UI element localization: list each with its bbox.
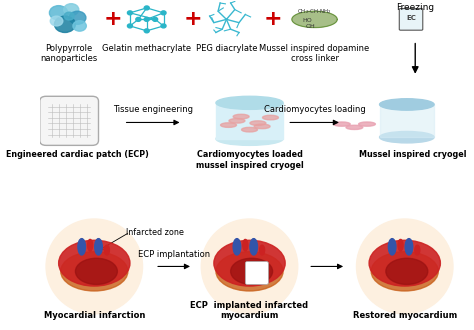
Ellipse shape [233, 114, 249, 119]
Polygon shape [292, 11, 337, 28]
Ellipse shape [359, 122, 375, 126]
FancyBboxPatch shape [399, 9, 423, 30]
Text: Cardiomyocytes loaded
mussel inspired cryogel: Cardiomyocytes loaded mussel inspired cr… [196, 150, 303, 170]
Ellipse shape [415, 245, 420, 255]
Ellipse shape [216, 96, 283, 109]
Ellipse shape [95, 239, 102, 255]
FancyBboxPatch shape [40, 96, 99, 146]
Ellipse shape [250, 239, 257, 255]
Ellipse shape [254, 124, 270, 129]
Circle shape [136, 17, 141, 21]
Text: Polypyrrole
nanoparticles: Polypyrrole nanoparticles [40, 44, 98, 63]
Circle shape [64, 12, 74, 20]
Ellipse shape [250, 121, 266, 125]
Ellipse shape [88, 240, 92, 251]
Ellipse shape [233, 239, 241, 255]
Ellipse shape [386, 258, 428, 284]
Ellipse shape [78, 239, 85, 255]
Circle shape [50, 16, 63, 26]
Text: +: + [104, 9, 122, 29]
Text: +: + [183, 9, 202, 29]
Ellipse shape [380, 99, 434, 110]
Circle shape [144, 6, 149, 10]
Text: Restored myocardium: Restored myocardium [353, 312, 457, 320]
Ellipse shape [216, 252, 283, 291]
Ellipse shape [59, 240, 130, 286]
Ellipse shape [333, 122, 350, 126]
Text: ECP  implanted infarcted
myocardium: ECP implanted infarcted myocardium [191, 301, 309, 320]
Circle shape [161, 24, 166, 28]
Ellipse shape [260, 245, 264, 255]
Ellipse shape [369, 240, 440, 286]
Circle shape [69, 11, 86, 24]
Ellipse shape [220, 123, 237, 127]
Text: Mussel inspired cryogel: Mussel inspired cryogel [359, 150, 467, 159]
Ellipse shape [104, 245, 109, 255]
Ellipse shape [201, 219, 298, 314]
Ellipse shape [61, 252, 128, 291]
Text: Cardiomyocytes loading: Cardiomyocytes loading [264, 105, 365, 114]
Text: Freezing: Freezing [396, 3, 434, 13]
Text: Gelatin methacrylate: Gelatin methacrylate [102, 44, 191, 53]
Circle shape [144, 17, 149, 21]
Ellipse shape [46, 219, 143, 314]
Circle shape [128, 11, 132, 15]
Circle shape [55, 16, 75, 32]
Text: Infarcted zone: Infarcted zone [126, 228, 183, 237]
Ellipse shape [242, 127, 257, 132]
Ellipse shape [243, 240, 248, 251]
Circle shape [144, 29, 149, 33]
Text: OH: OH [305, 24, 315, 29]
Text: ECP implantation: ECP implantation [138, 250, 210, 259]
Ellipse shape [231, 258, 273, 284]
FancyBboxPatch shape [246, 262, 268, 284]
Ellipse shape [214, 240, 285, 286]
Ellipse shape [346, 125, 363, 129]
Ellipse shape [229, 118, 245, 123]
Bar [380, 105, 434, 137]
Ellipse shape [75, 258, 118, 284]
Circle shape [49, 6, 68, 20]
Bar [216, 103, 283, 139]
Text: CH$_2$-CH-NH$_2$: CH$_2$-CH-NH$_2$ [297, 7, 332, 16]
Ellipse shape [263, 115, 278, 120]
Circle shape [64, 4, 79, 16]
Ellipse shape [398, 240, 403, 251]
Circle shape [128, 24, 132, 28]
Ellipse shape [356, 219, 453, 314]
Ellipse shape [216, 132, 283, 146]
Text: HO: HO [302, 18, 312, 23]
Ellipse shape [371, 252, 438, 291]
Ellipse shape [380, 131, 434, 143]
Text: Myocardial infarction: Myocardial infarction [44, 312, 145, 320]
Circle shape [161, 11, 166, 15]
Text: Engineered cardiac patch (ECP): Engineered cardiac patch (ECP) [6, 150, 149, 159]
Ellipse shape [388, 239, 396, 255]
Circle shape [73, 21, 86, 31]
Text: Tissue engineering: Tissue engineering [113, 105, 193, 114]
Text: Mussel inspired dopamine
cross linker: Mussel inspired dopamine cross linker [259, 44, 370, 63]
Text: EC: EC [406, 15, 416, 21]
Ellipse shape [405, 239, 413, 255]
Text: PEG diacrylate: PEG diacrylate [196, 44, 257, 53]
Circle shape [153, 17, 158, 21]
Text: +: + [263, 9, 282, 29]
